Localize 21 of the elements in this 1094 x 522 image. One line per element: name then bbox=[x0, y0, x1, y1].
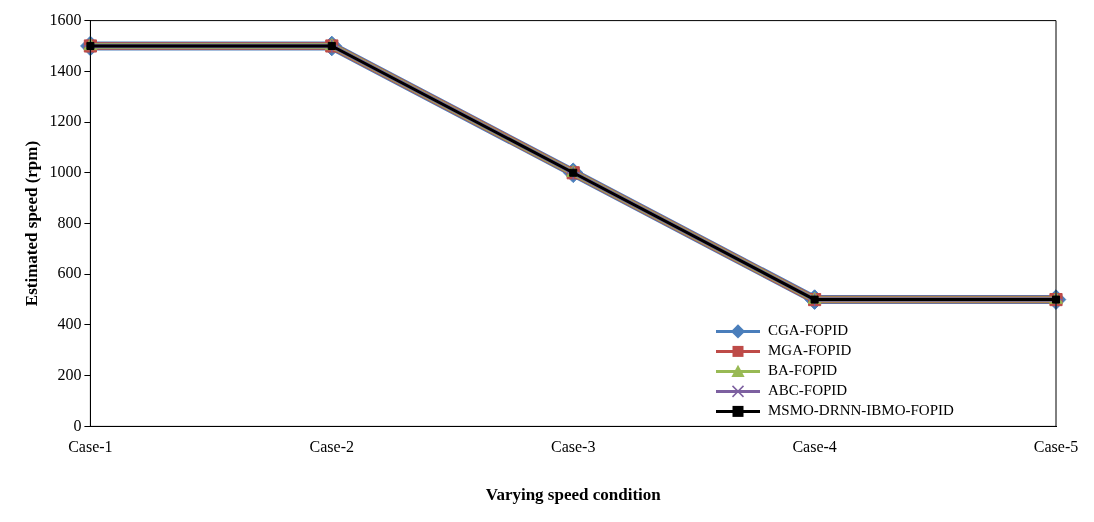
x-tick-label: Case-3 bbox=[550, 438, 596, 456]
legend-label: CGA-FOPID bbox=[768, 322, 849, 339]
y-tick-label: 400 bbox=[57, 315, 82, 333]
y-tick-label: 800 bbox=[57, 213, 82, 231]
legend-label: MGA-FOPID bbox=[768, 342, 852, 359]
y-axis-title: Estimated speed (rpm) bbox=[21, 140, 41, 307]
x-tick-label: Case-1 bbox=[68, 438, 113, 456]
y-tick-label: 1000 bbox=[49, 162, 82, 180]
y-tick-label: 1400 bbox=[49, 61, 82, 79]
y-tick-label: 1600 bbox=[49, 10, 82, 28]
legend-label: ABC-FOPID bbox=[768, 382, 848, 399]
legend-label: MSMO-DRNN-IBMO-FOPID bbox=[768, 402, 955, 419]
x-tick-label: Case-4 bbox=[792, 438, 837, 456]
x-tick-label: Case-5 bbox=[1033, 438, 1079, 456]
y-tick-label: 600 bbox=[57, 264, 82, 282]
y-tick-label: 1200 bbox=[49, 112, 82, 130]
y-tick-label: 0 bbox=[73, 416, 82, 434]
x-axis-title: Varying speed condition bbox=[485, 485, 662, 505]
x-tick-label: Case-2 bbox=[309, 438, 355, 456]
y-tick-label: 200 bbox=[57, 365, 82, 383]
legend-label: BA-FOPID bbox=[768, 362, 838, 379]
